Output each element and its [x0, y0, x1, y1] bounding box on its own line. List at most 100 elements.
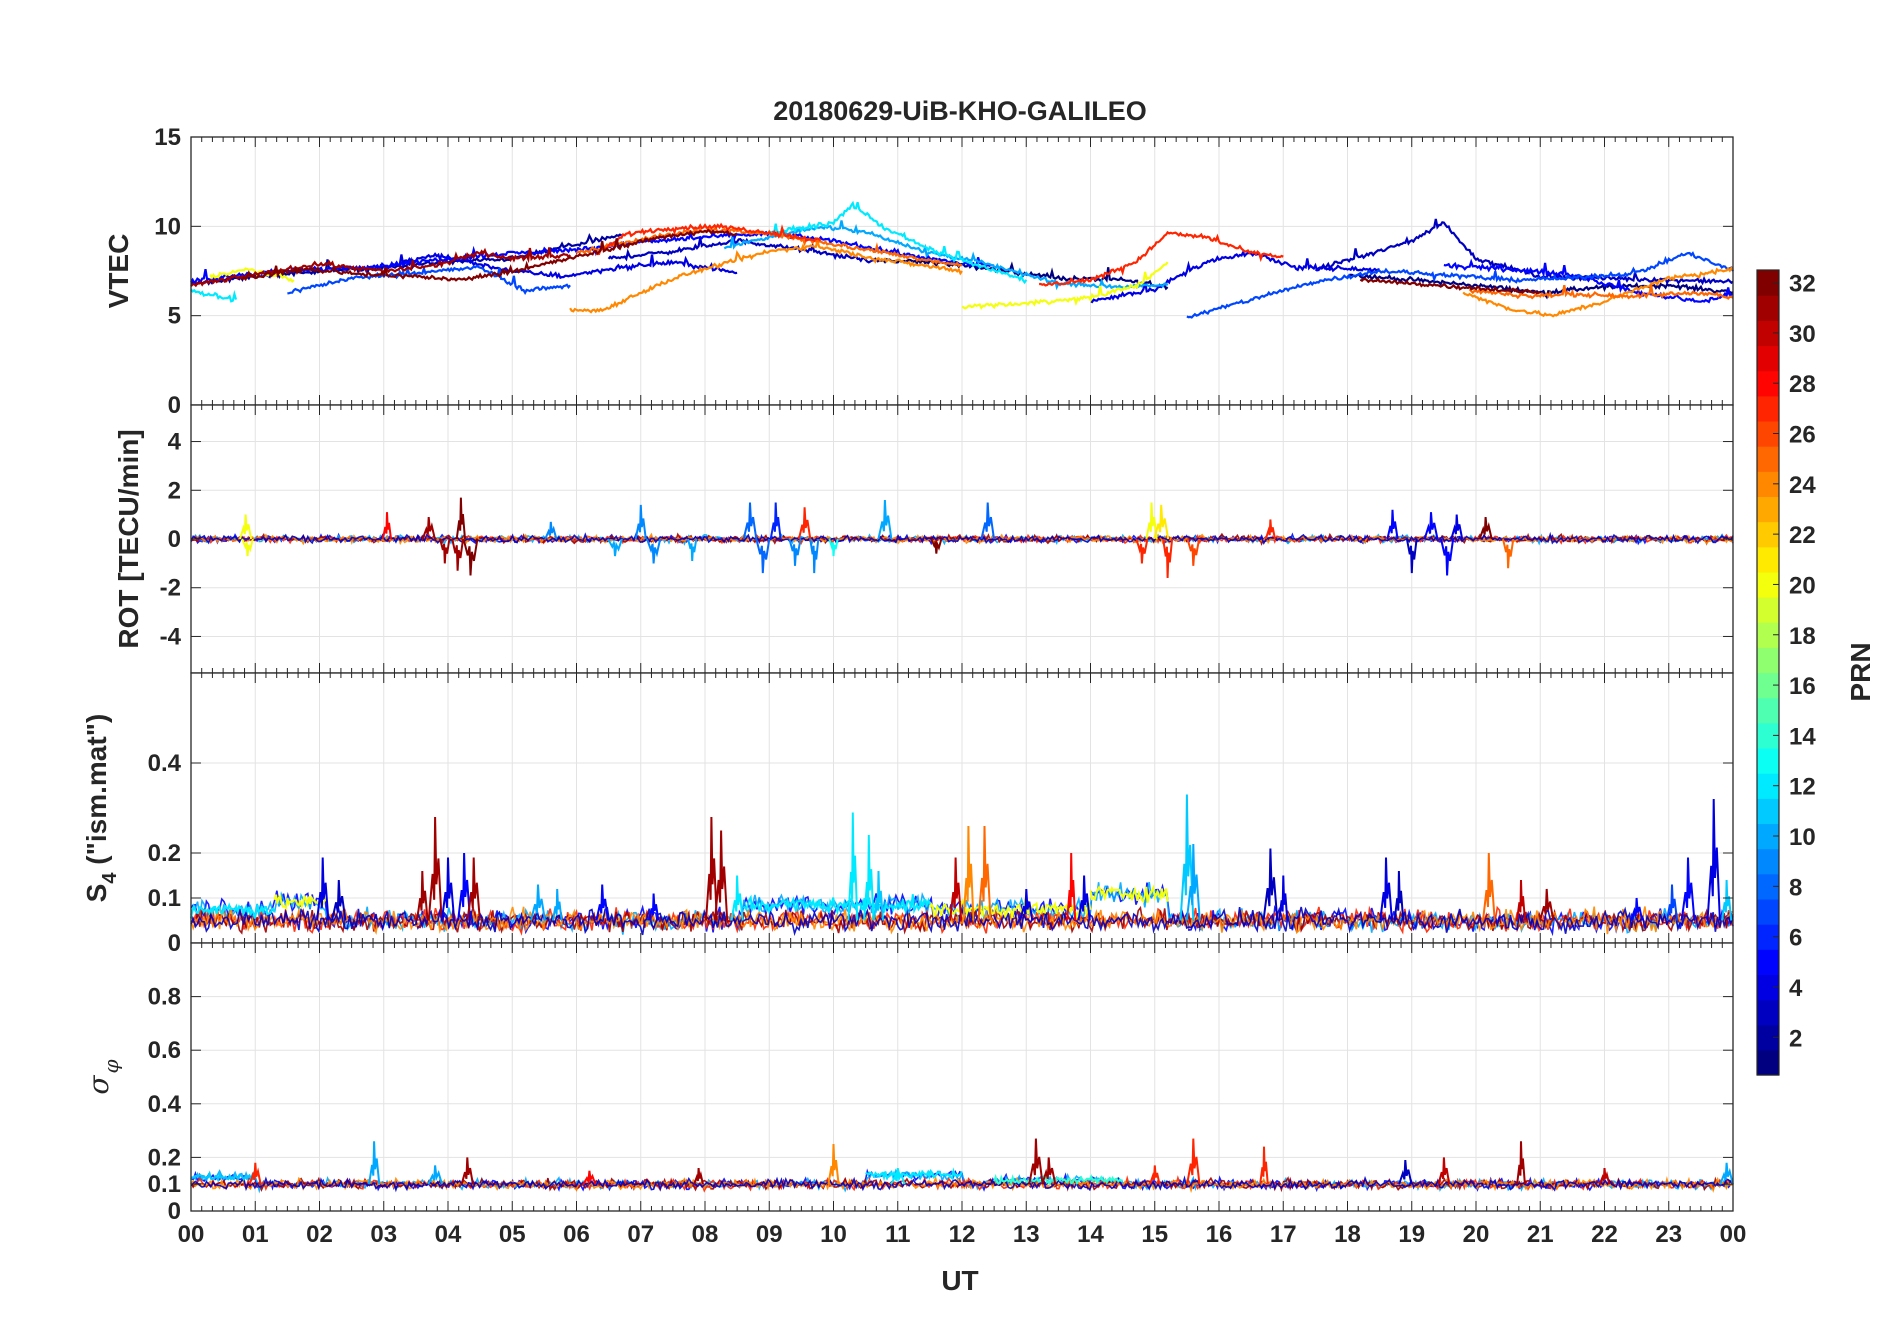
sigma_phi-spike-9	[1041, 1157, 1057, 1185]
rot-spike-9	[607, 538, 623, 557]
rot-spike-11	[646, 538, 662, 564]
colorbar-tick-label: 16	[1789, 673, 1816, 700]
rot-spike-16	[788, 538, 802, 566]
colorbar-step	[1757, 370, 1779, 397]
colorbar-step	[1757, 295, 1779, 321]
rot-spike-8	[544, 521, 558, 540]
s4-spike-30	[1516, 879, 1526, 921]
x-tick-label: 12	[949, 1221, 976, 1248]
colorbar-tick-label: 14	[1789, 723, 1816, 750]
rot-spike-17	[797, 507, 812, 540]
x-tick-label: 22	[1591, 1221, 1618, 1248]
s4-spike-6	[416, 870, 429, 921]
colorbar-tick-label: 6	[1789, 925, 1802, 952]
s4-elevated-trace-3	[928, 898, 1092, 921]
s4-spike-36	[1630, 897, 1644, 921]
colorbar-step	[1757, 446, 1779, 472]
x-tick-label: 23	[1655, 1221, 1682, 1248]
vtec-line-prn-4	[383, 252, 738, 280]
x-tick-label: 08	[692, 1221, 719, 1248]
x-tick-label: 21	[1527, 1221, 1554, 1248]
y-tick-label-rot: 4	[168, 429, 182, 456]
rot-spike-19	[828, 538, 839, 557]
rot-spike-35	[930, 538, 943, 554]
series-s4	[190, 794, 1734, 937]
colorbar-step	[1757, 345, 1779, 372]
sigma_phi-spike-11	[1186, 1138, 1201, 1185]
vtec-line-prn-12	[190, 288, 238, 303]
colorbar-step	[1757, 898, 1779, 925]
y-tick-label-vtec: 0	[168, 392, 181, 419]
sigma_phi-spike-16	[1598, 1168, 1611, 1185]
s4-spike-29	[1482, 852, 1496, 921]
s4-spike-11	[705, 816, 718, 921]
rot-spike-2	[381, 512, 392, 540]
colorbar-label: PRN	[1845, 642, 1876, 701]
s4-elevated-trace-1	[273, 894, 327, 911]
s4-spike-27	[1379, 857, 1393, 921]
x-tick-labels: 00 01 02 03 04 05 06 07 08 09 10 11 12 13 14 15 16 17 18 19…	[178, 1221, 1747, 1248]
s4-spike-21	[1066, 852, 1077, 921]
vtec-line-prn-4	[1090, 249, 1380, 304]
rot-spike-25	[1135, 538, 1149, 564]
rot-spike-24	[1162, 538, 1174, 579]
vtec-line-prn-27	[595, 222, 822, 256]
colorbar-step	[1757, 949, 1779, 975]
y-tick-label-vtec: 15	[154, 124, 181, 151]
colorbar-step	[1757, 622, 1779, 648]
vtec-line-prn-27	[1039, 230, 1284, 287]
colorbar-step	[1757, 722, 1779, 749]
rot-spike-10	[634, 504, 647, 540]
s4-spike-25	[1262, 848, 1279, 921]
colorbar-tick-label: 22	[1789, 522, 1816, 549]
colorbar-step	[1757, 974, 1779, 1001]
vtec-line-prn-1	[1346, 272, 1734, 300]
sigma_phi-spike-14	[1437, 1157, 1451, 1185]
y-tick-label-sigma_phi: 0	[168, 1198, 181, 1225]
colorbar-tick-label: 8	[1789, 874, 1802, 901]
x-tick-label: 16	[1206, 1221, 1233, 1248]
y-axis-label-vtec: VTEC	[103, 234, 134, 309]
s4-elevated-trace-4	[1089, 884, 1169, 904]
s4-spike-16	[872, 870, 884, 921]
x-tick-label: 14	[1077, 1221, 1104, 1248]
rot-spike-7	[451, 538, 465, 571]
x-tick-label: 19	[1398, 1221, 1425, 1248]
x-axis-label: UT	[941, 1265, 978, 1296]
sigma_phi-spike-6	[827, 1143, 840, 1185]
s4-spike-17	[949, 857, 963, 921]
rot-spike-1	[241, 538, 254, 557]
colorbar-tick-label: 28	[1789, 371, 1816, 398]
s4-spike-12	[714, 830, 729, 921]
colorbar-step	[1757, 471, 1779, 498]
vtec-line-prn-25	[1468, 284, 1734, 300]
sigma_phi-spike-7	[890, 1167, 906, 1185]
colorbar-tick-label: 32	[1789, 271, 1816, 298]
sigma_phi-spike-0	[248, 1162, 262, 1185]
rot-spike-3	[421, 517, 436, 540]
rot-spike-23	[1153, 504, 1170, 540]
s4-spike-4	[457, 852, 472, 921]
s4-elevated-trace-2	[742, 894, 931, 916]
colorbar-step	[1757, 1024, 1779, 1051]
panel-s4: 0 0.1 0.2 0.4 S4 ("ism.mat")	[81, 672, 1734, 957]
vtec-line-prn-32	[1359, 277, 1541, 295]
s4-spike-1	[331, 879, 347, 921]
s4-spike-24	[1185, 843, 1201, 921]
y-tick-label-sigma_phi: 0.8	[148, 984, 181, 1011]
y-tick-label-rot: 2	[168, 477, 181, 504]
vtec-line-prn-24	[569, 236, 963, 314]
colorbar-step	[1757, 747, 1779, 774]
x-tick-label: 07	[627, 1221, 654, 1248]
sigma_phi-elevated-trace-1	[865, 1167, 963, 1182]
colorbar-step	[1757, 672, 1779, 699]
sigma_phi-elevated-trace-0	[190, 1170, 256, 1184]
s4-spike-9	[595, 884, 609, 921]
sigma_phi-spike-3	[427, 1165, 443, 1185]
colorbar-tick-label: 12	[1789, 774, 1816, 801]
x-tick-label: 02	[306, 1221, 333, 1248]
vtec-line-prn-20	[961, 261, 1169, 310]
colorbar-step	[1757, 798, 1779, 825]
